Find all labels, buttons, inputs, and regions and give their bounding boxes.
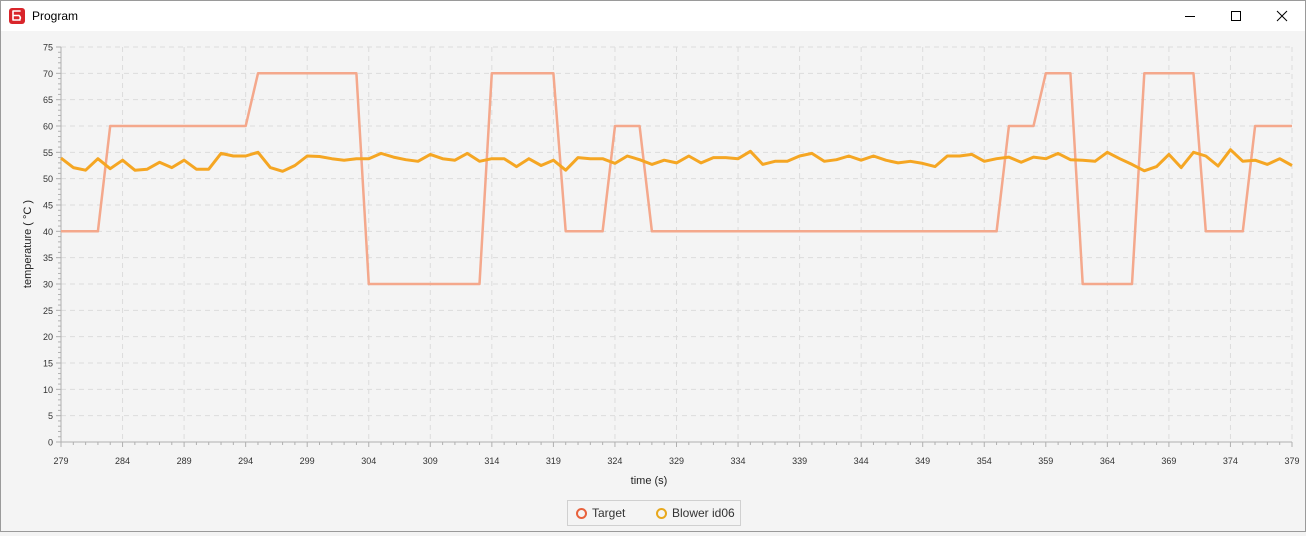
y-tick-label: 70 xyxy=(43,69,53,79)
series-line-blower-id06 xyxy=(60,148,1293,173)
x-tick-label: 344 xyxy=(854,456,869,466)
y-tick-label: 65 xyxy=(43,95,53,105)
maximize-button[interactable] xyxy=(1213,1,1259,31)
grid-lines xyxy=(61,46,1293,442)
legend-item-blower[interactable]: Blower id06 xyxy=(656,506,735,520)
x-axis-label: time (s) xyxy=(631,475,668,487)
x-tick-label: 289 xyxy=(177,456,192,466)
x-tick-label: 354 xyxy=(977,456,992,466)
series-line-target xyxy=(61,72,1292,286)
y-tick-label: 0 xyxy=(48,438,53,448)
x-tick-label: 329 xyxy=(669,456,684,466)
x-tick-label: 349 xyxy=(915,456,930,466)
legend-label-target: Target xyxy=(592,506,626,520)
tick-labels: 0 5 10 15 20 25 30 35 40 45 50 55 60 65 70 75 279 284 289 2… xyxy=(43,43,1300,467)
y-tick-label: 15 xyxy=(43,359,53,369)
x-tick-label: 279 xyxy=(53,456,68,466)
y-tick-label: 60 xyxy=(43,122,53,132)
title-bar[interactable]: Program xyxy=(1,1,1305,31)
series-lines xyxy=(60,72,1293,286)
minimize-button[interactable] xyxy=(1167,1,1213,31)
x-tick-label: 324 xyxy=(607,456,622,466)
close-button[interactable] xyxy=(1259,1,1305,31)
app-icon xyxy=(9,8,25,24)
x-tick-label: 299 xyxy=(300,456,315,466)
chart-area: 0 5 10 15 20 25 30 35 40 45 50 55 60 65 70 75 279 284 289 2… xyxy=(1,31,1305,531)
maximize-icon xyxy=(1231,11,1241,21)
legend-item-target[interactable]: Target xyxy=(576,506,625,520)
x-tick-label: 319 xyxy=(546,456,561,466)
target-marker-icon xyxy=(576,507,587,519)
x-tick-label: 359 xyxy=(1038,456,1053,466)
y-tick-label: 10 xyxy=(43,385,53,395)
y-tick-label: 25 xyxy=(43,306,53,316)
y-tick-label: 20 xyxy=(43,332,53,342)
x-tick-label: 374 xyxy=(1223,456,1238,466)
x-tick-label: 304 xyxy=(361,456,376,466)
y-tick-label: 35 xyxy=(43,253,53,263)
y-tick-label: 30 xyxy=(43,280,53,290)
minimize-icon xyxy=(1185,16,1195,17)
temperature-chart: 0 5 10 15 20 25 30 35 40 45 50 55 60 65 70 75 279 284 289 2… xyxy=(22,43,1300,488)
close-icon xyxy=(1276,10,1288,22)
x-tick-label: 284 xyxy=(115,456,130,466)
x-tick-label: 369 xyxy=(1161,456,1176,466)
x-tick-label: 314 xyxy=(484,456,499,466)
x-tick-label: 334 xyxy=(731,456,746,466)
legend-label-blower: Blower id06 xyxy=(672,506,735,520)
y-tick-label: 45 xyxy=(43,201,53,211)
chart-legend: Target Blower id06 xyxy=(567,500,741,526)
axes xyxy=(56,46,1293,447)
window-title: Program xyxy=(32,9,79,23)
y-tick-label: 5 xyxy=(48,411,53,421)
x-tick-label: 339 xyxy=(792,456,807,466)
x-tick-label: 364 xyxy=(1100,456,1115,466)
y-tick-label: 50 xyxy=(43,174,53,184)
blower-marker-icon xyxy=(656,507,667,519)
x-tick-label: 294 xyxy=(238,456,253,466)
x-tick-label: 309 xyxy=(423,456,438,466)
y-tick-label: 75 xyxy=(43,43,53,53)
y-tick-label: 40 xyxy=(43,227,53,237)
x-tick-label: 379 xyxy=(1284,456,1299,466)
y-axis-label: temperature ( °C ) xyxy=(22,200,34,288)
y-tick-label: 55 xyxy=(43,148,53,158)
